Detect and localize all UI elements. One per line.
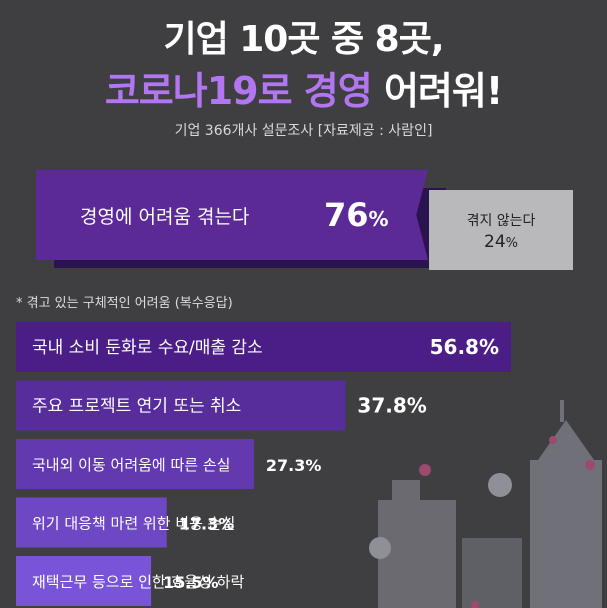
bar-value-label-2: 37.8% bbox=[357, 394, 426, 418]
virus-icon bbox=[419, 464, 431, 476]
bar-3 bbox=[16, 439, 254, 489]
virus-icon bbox=[585, 460, 595, 470]
city-skyline-decoration bbox=[369, 400, 602, 608]
virus-icon bbox=[488, 473, 512, 497]
virus-icon bbox=[549, 436, 557, 444]
bar-1 bbox=[16, 322, 511, 372]
bar-value-label-1: 56.8% bbox=[430, 335, 499, 359]
bar-value-label-4: 17.3% bbox=[179, 515, 235, 534]
title-highlight-management: 경영 bbox=[303, 69, 373, 113]
bar-value-label-3: 27.3% bbox=[266, 456, 322, 475]
bar-category-label-1: 국내 소비 둔화로 수요/매출 감소 bbox=[32, 338, 263, 358]
bar-value-label-5: 15.5% bbox=[163, 573, 219, 592]
subtitle: 기업 366개사 설문조사 [자료제공 : 사람인] bbox=[174, 123, 433, 139]
summary-yes-value: 76% bbox=[324, 196, 389, 234]
bar-chart: 국내 소비 둔화로 수요/매출 감소 56.8% 주요 프로젝트 연기 또는 취소 3… bbox=[16, 322, 602, 608]
bar-5 bbox=[16, 556, 152, 606]
bar-category-label-3: 국내외 이동 어려움에 따른 손실 bbox=[32, 456, 230, 474]
virus-icon bbox=[369, 537, 391, 559]
title-line-2: 코로나19로 경영 어려워! bbox=[0, 60, 607, 115]
title-rest: 어려워! bbox=[383, 69, 503, 113]
summary-no-label: 겪지 않는다 bbox=[466, 213, 536, 229]
bar-2 bbox=[16, 380, 346, 431]
bar-category-label-5: 재택근무 등으로 인한 효율성 하락 bbox=[32, 573, 244, 591]
bar-category-label-4: 위기 대응책 마련 위한 비용 손실 bbox=[32, 515, 235, 533]
virus-icon bbox=[471, 601, 479, 608]
bar-category-label-2: 주요 프로젝트 연기 또는 취소 bbox=[32, 397, 241, 417]
summary-no-value: 24% bbox=[484, 232, 518, 252]
bar-4 bbox=[16, 497, 167, 548]
summary-yes-label: 경영에 어려움 겪는다 bbox=[80, 205, 250, 228]
title-line-1: 기업 10곳 중 8곳, bbox=[163, 19, 444, 60]
summary-yes-box: 경영에 어려움 겪는다 76% bbox=[36, 170, 428, 260]
title-highlight-covid: 코로나19로 bbox=[104, 69, 293, 113]
chart-title: * 겪고 있는 구체적인 어려움 (복수응답) bbox=[16, 296, 233, 311]
summary-no-box: 겪지 않는다 24% bbox=[429, 190, 573, 270]
